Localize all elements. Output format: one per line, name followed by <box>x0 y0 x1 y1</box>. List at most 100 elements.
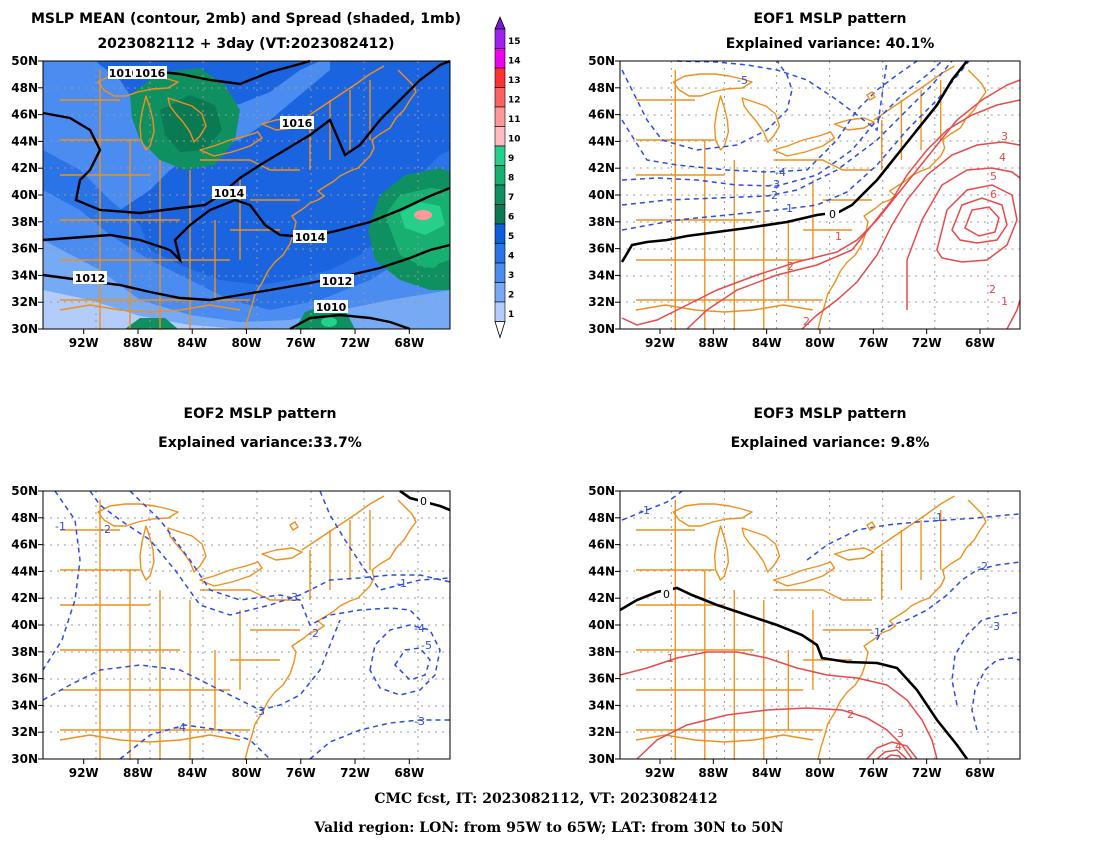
lon-tick-label: 76W <box>858 766 888 780</box>
eof1-contour-label: 6 <box>990 188 997 201</box>
eof1-lat-axis: 50N 48N 46N 44N 42N 40N 38N 36N 34N 32N 30N <box>588 54 620 336</box>
mean-contour-label: 1016 <box>135 67 166 80</box>
eof3-lat-axis: 50N 48N 46N 44N 42N 40N 38N 36N 34N 32N 30N <box>588 484 620 766</box>
colorbar-swatch <box>494 165 506 186</box>
colorbar-swatch <box>494 282 506 303</box>
mean-lat-axis: 50N 48N 46N 44N 42N 40N 38N 36N 34N 32N 30N <box>11 54 43 336</box>
lon-tick-label: 68W <box>965 766 995 780</box>
spread-colorbar: 15 14 13 12 11 10 9 8 7 6 5 4 3 2 1 <box>494 15 521 339</box>
lat-tick-label: 42N <box>11 591 38 605</box>
lat-tick-label: 44N <box>11 564 38 578</box>
mean-title-line2: 2023082112 + 3day (VT:2023082412) <box>97 36 394 52</box>
lat-tick-label: 48N <box>588 511 615 525</box>
lat-tick-label: 40N <box>588 188 615 202</box>
eof1-contour-label: 4 <box>999 151 1006 164</box>
mean-lon-axis: 92W 88W 84W 80W 76W 72W 68W <box>69 329 424 350</box>
lon-tick-label: 72W <box>912 336 942 350</box>
lat-tick-label: 50N <box>11 484 38 498</box>
colorbar-label: 10 <box>508 134 521 144</box>
colorbar-label: 12 <box>508 95 521 105</box>
lon-tick-label: 88W <box>698 336 728 350</box>
lat-tick-label: 46N <box>588 538 615 552</box>
lon-tick-label: 84W <box>177 336 207 350</box>
colorbar-swatch <box>494 87 506 108</box>
colorbar-swatch <box>494 48 506 69</box>
lat-tick-label: 44N <box>588 134 615 148</box>
lon-tick-label: 88W <box>123 336 153 350</box>
lon-tick-label: 88W <box>698 766 728 780</box>
eof1-lon-axis: 92W 88W 84W 80W 76W 72W 68W <box>645 329 995 350</box>
lon-tick-label: 92W <box>69 336 99 350</box>
lat-tick-label: 38N <box>11 645 38 659</box>
mean-contour-label: 1014 <box>295 231 326 244</box>
lat-tick-label: 34N <box>11 698 38 712</box>
eof3-contour-label: 2 <box>847 708 854 721</box>
lat-tick-label: 46N <box>11 538 38 552</box>
lat-tick-label: 34N <box>11 268 38 282</box>
eof3-contour-labels: -1 -1 0 -1 -2 -3 1 2 3 4 <box>639 504 1000 753</box>
colorbar-swatch <box>494 301 506 322</box>
eof1-contour-label: 2 <box>989 283 996 296</box>
lat-tick-label: 38N <box>588 215 615 229</box>
eof2-contour-labels: 0 -1 -2 -1 -2 -3 -4 -5 -3 -4 -3 <box>55 494 432 734</box>
eof1-contour-label: -2 <box>767 189 778 202</box>
eof2-contour-label: 0 <box>420 495 427 508</box>
mean-contour-label: 1012 <box>75 272 106 285</box>
eof3-contour-label: -1 <box>639 504 650 517</box>
colorbar-swatch <box>494 106 506 127</box>
eof2-lon-axis: 92W 88W 84W 80W 76W 72W 68W <box>69 759 424 780</box>
lon-tick-label: 92W <box>645 336 675 350</box>
eof3-contour-label: 3 <box>897 727 904 740</box>
mean-contour-label: 1010 <box>109 67 140 80</box>
lon-tick-label: 76W <box>286 336 316 350</box>
lat-tick-label: 32N <box>11 295 38 309</box>
eof3-contour-label: 1 <box>667 652 674 665</box>
eof3-map: -1 -1 0 -1 -2 -3 1 2 3 4 <box>618 490 1021 761</box>
eof1-contour-label: 1 <box>835 230 842 243</box>
lat-tick-label: 36N <box>588 242 615 256</box>
mean-contour-label: 1012 <box>322 275 353 288</box>
lon-tick-label: 72W <box>340 336 370 350</box>
lat-tick-label: 50N <box>588 484 615 498</box>
eof1-contour-label: 1 <box>1001 295 1008 308</box>
colorbar-swatch <box>494 184 506 205</box>
lat-tick-label: 48N <box>11 81 38 95</box>
eof1-contour-label: 5 <box>990 170 997 183</box>
lon-tick-label: 68W <box>394 766 424 780</box>
colorbar-label: 3 <box>508 271 514 281</box>
mean-contour-label: 1016 <box>282 117 313 130</box>
lon-tick-label: 80W <box>805 766 835 780</box>
lon-tick-label: 84W <box>752 766 782 780</box>
lat-tick-label: 48N <box>588 81 615 95</box>
lat-tick-label: 40N <box>11 188 38 202</box>
lat-tick-label: 36N <box>11 242 38 256</box>
colorbar-label: 8 <box>508 173 514 183</box>
lon-tick-label: 68W <box>394 336 424 350</box>
lat-tick-label: 32N <box>11 725 38 739</box>
lat-tick-label: 38N <box>588 645 615 659</box>
colorbar-label: 6 <box>508 212 514 222</box>
eof2-contour-label: -5 <box>421 639 432 652</box>
eof1-contour-label: -3 <box>769 178 780 191</box>
eof2-contour-label: -4 <box>175 721 186 734</box>
lon-tick-label: 76W <box>858 336 888 350</box>
lat-tick-label: 30N <box>588 752 615 766</box>
lon-tick-label: 68W <box>965 336 995 350</box>
eof2-title-line1: EOF2 MSLP pattern <box>184 406 337 422</box>
eof3-title-line1: EOF3 MSLP pattern <box>754 406 907 422</box>
lat-tick-label: 46N <box>11 108 38 122</box>
eof2-contour-label: -3 <box>287 591 298 604</box>
colorbar-label: 11 <box>508 115 521 125</box>
eof1-contour-label: 3 <box>1001 130 1008 143</box>
lon-tick-label: 84W <box>177 766 207 780</box>
eof2-lat-axis: 50N 48N 46N 44N 42N 40N 38N 36N 34N 32N 30N <box>11 484 43 766</box>
colorbar-swatch <box>494 145 506 166</box>
eof2-map: 0 -1 -2 -1 -2 -3 -4 -5 -3 -4 -3 <box>42 489 451 761</box>
eof1-contour-label: -4 <box>775 166 786 179</box>
mean-contour-label: 1014 <box>214 187 245 200</box>
lat-tick-label: 44N <box>588 564 615 578</box>
lat-tick-label: 44N <box>11 134 38 148</box>
eof3-contour-label: 0 <box>663 588 670 601</box>
eof3-contour-label: -2 <box>977 560 988 573</box>
eof2-contour-label: -3 <box>254 705 265 718</box>
